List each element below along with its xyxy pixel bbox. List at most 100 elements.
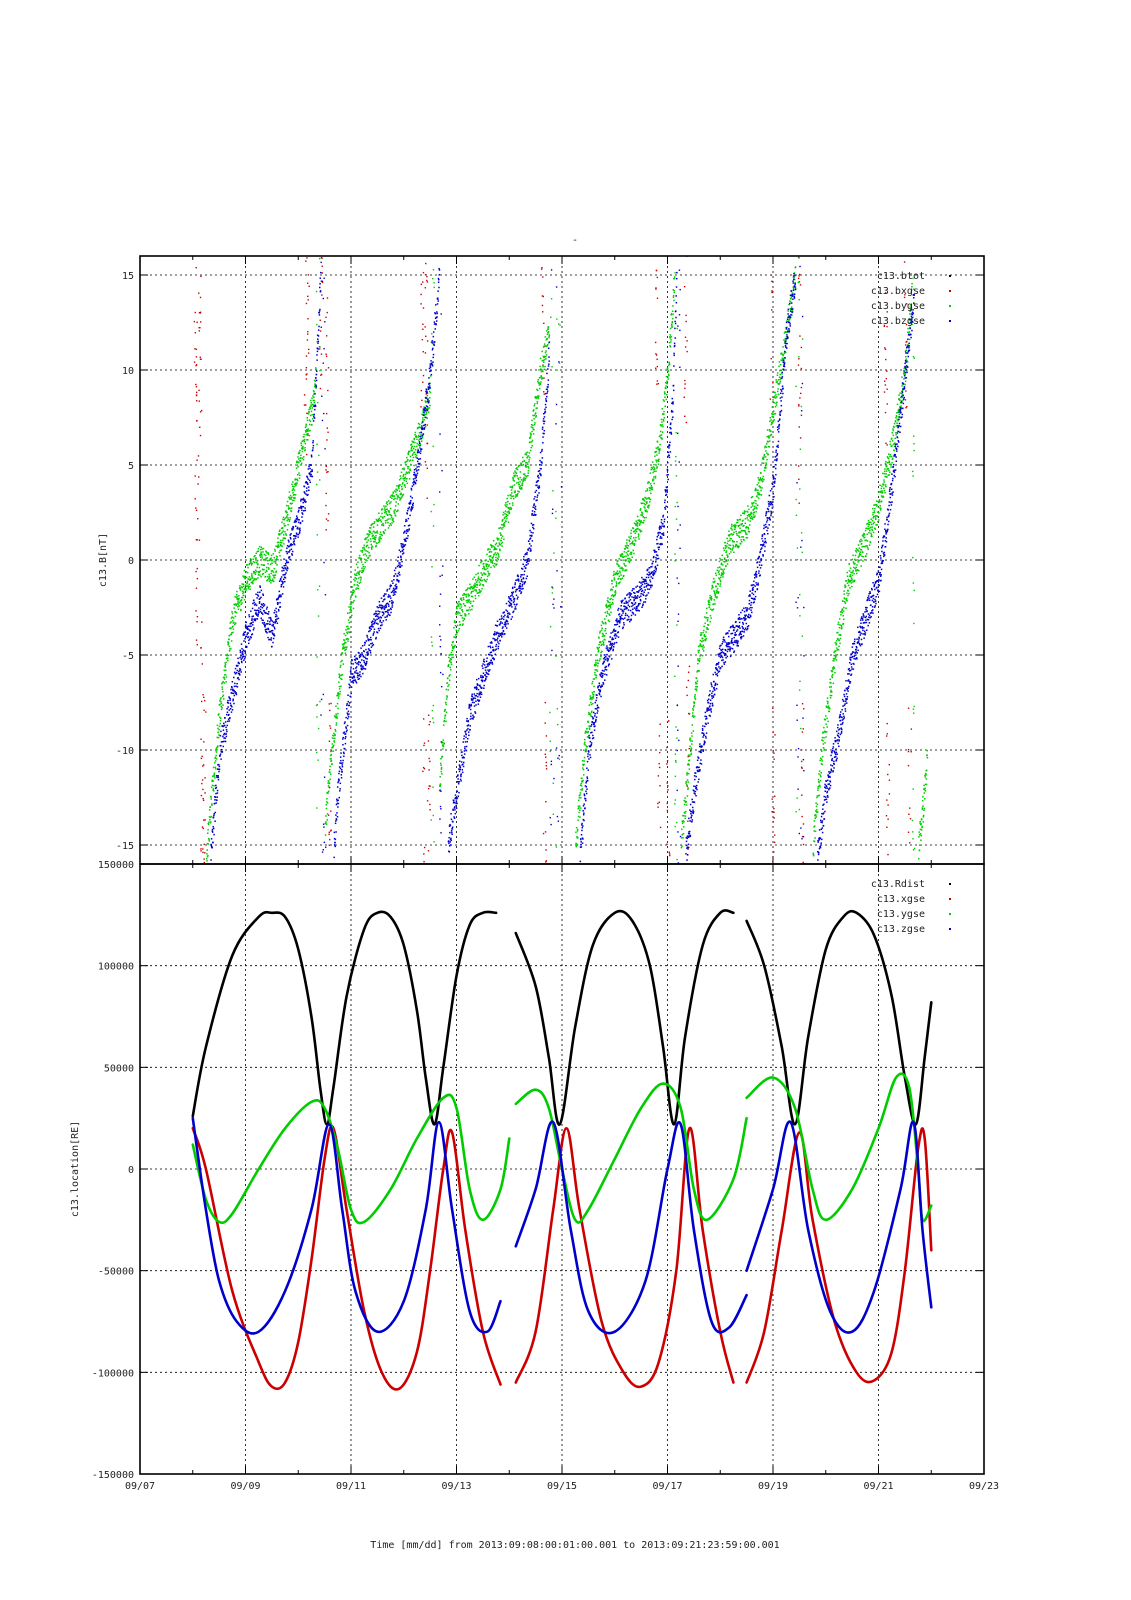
data-point	[282, 530, 284, 532]
data-point	[706, 620, 709, 622]
data-point	[219, 698, 222, 700]
data-point	[635, 536, 637, 539]
data-point	[500, 542, 503, 545]
data-point	[705, 616, 708, 619]
data-point	[655, 288, 657, 290]
data-point	[425, 335, 427, 338]
data-point	[326, 427, 328, 429]
data-point	[926, 754, 928, 756]
data-point	[427, 407, 429, 410]
data-point	[739, 543, 742, 545]
data-point	[380, 533, 383, 536]
data-point	[797, 364, 800, 366]
data-point	[613, 577, 616, 579]
data-point	[307, 439, 309, 441]
data-point	[834, 641, 837, 644]
data-point	[912, 838, 914, 840]
data-point	[325, 804, 327, 806]
data-point	[240, 603, 242, 605]
data-point	[447, 664, 450, 666]
data-point	[591, 696, 594, 699]
data-point	[846, 592, 848, 594]
data-point	[771, 280, 773, 282]
data-point	[911, 323, 913, 326]
data-point	[669, 346, 672, 348]
data-point	[910, 751, 912, 753]
data-point	[334, 730, 337, 732]
data-point	[245, 635, 248, 638]
data-point	[721, 559, 724, 561]
data-point	[647, 497, 649, 500]
data-point	[262, 613, 264, 615]
data-point	[227, 720, 229, 723]
data-point	[681, 845, 683, 848]
data-point	[463, 617, 465, 620]
data-point	[791, 314, 793, 316]
data-point	[235, 693, 238, 696]
data-point	[878, 500, 881, 502]
data-point	[656, 365, 659, 368]
data-point	[750, 511, 752, 514]
data-point	[666, 367, 669, 370]
data-point	[440, 770, 442, 773]
data-point	[551, 366, 553, 368]
data-point	[687, 788, 689, 791]
data-point	[503, 523, 505, 526]
data-point	[288, 551, 291, 553]
data-point	[763, 469, 766, 472]
data-point	[440, 764, 442, 767]
data-point	[375, 518, 378, 521]
data-point	[326, 819, 329, 821]
data-point	[595, 664, 597, 666]
data-point	[392, 517, 394, 520]
data-point	[852, 569, 854, 572]
data-point	[431, 641, 433, 643]
data-point	[883, 487, 885, 490]
data-point	[243, 659, 245, 662]
data-point	[242, 575, 244, 577]
data-point	[262, 602, 265, 605]
data-point	[887, 955, 888, 956]
data-point	[231, 616, 233, 618]
data-point	[544, 204, 545, 205]
data-point	[316, 340, 318, 343]
data-point	[426, 896, 427, 897]
data-point	[277, 608, 280, 611]
data-point	[910, 728, 913, 730]
data-point	[626, 553, 629, 555]
data-point	[422, 411, 424, 413]
data-point	[536, 402, 539, 405]
data-point	[210, 845, 213, 847]
data-point	[543, 393, 545, 395]
data-point	[446, 696, 448, 698]
data-point	[343, 642, 346, 645]
data-point	[706, 627, 709, 630]
data-point	[885, 735, 888, 737]
data-point	[854, 567, 856, 570]
data-point	[236, 665, 238, 667]
data-point	[490, 551, 493, 553]
data-point	[386, 519, 388, 522]
data-point	[390, 501, 392, 503]
data-point	[300, 442, 303, 445]
data-point	[687, 763, 689, 766]
data-point	[904, 204, 905, 205]
data-point	[489, 559, 492, 562]
data-point	[392, 491, 395, 493]
data-point	[404, 473, 407, 476]
data-point	[409, 469, 412, 471]
data-point	[324, 834, 327, 836]
data-point	[230, 633, 233, 636]
data-point	[478, 591, 480, 594]
data-point	[876, 524, 878, 526]
data-point	[622, 568, 624, 570]
data-point	[523, 478, 525, 481]
data-point	[260, 553, 263, 556]
data-point	[867, 522, 869, 525]
data-point	[724, 541, 726, 544]
data-point	[588, 711, 590, 714]
data-point	[913, 622, 915, 625]
data-point	[667, 376, 669, 378]
data-point	[308, 411, 310, 413]
data-point	[449, 653, 452, 656]
